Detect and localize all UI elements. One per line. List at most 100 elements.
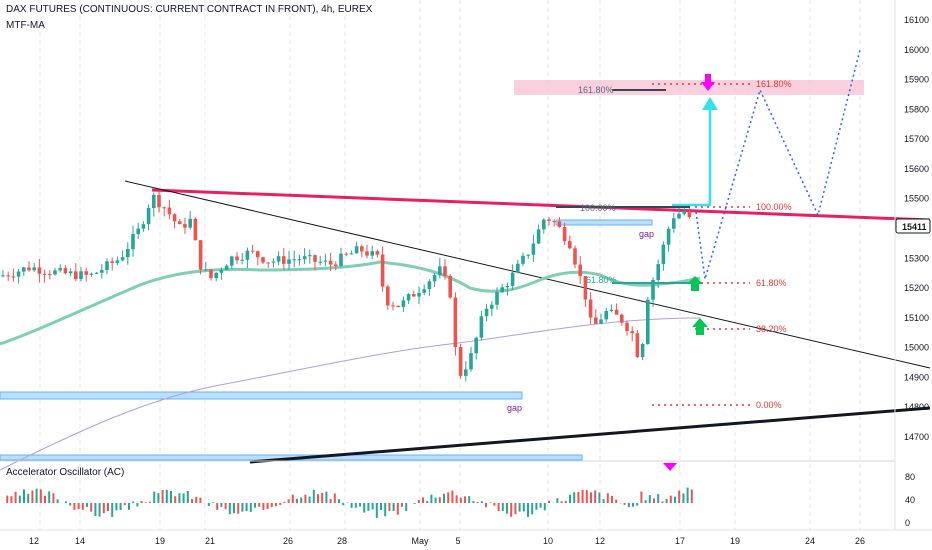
candle-body (526, 254, 530, 256)
osc-bar (300, 497, 303, 503)
gap-box-top (555, 219, 653, 226)
candle-body (630, 331, 634, 334)
time-axis: 12 14 19 21 26 28 May 5 10 12 17 19 24 26 (29, 536, 865, 546)
candle-body (505, 285, 510, 288)
osc-bar (426, 501, 429, 503)
ma-purple-line (0, 317, 701, 471)
candle-body (79, 271, 83, 280)
osc-bar (174, 496, 177, 503)
osc-bar (283, 501, 286, 503)
candle-body (536, 229, 541, 244)
candle-body (178, 221, 182, 225)
osc-bar (35, 488, 38, 503)
osc-bar (564, 500, 567, 503)
gap-box-bottom (0, 391, 523, 400)
candle-body (157, 194, 161, 208)
candle-body (438, 266, 442, 276)
osc-bar (296, 498, 298, 503)
time-tick: 17 (675, 536, 685, 546)
candle-body (318, 261, 322, 263)
osc-bar (640, 491, 643, 503)
osc-bar (27, 493, 30, 503)
osc-bar (422, 497, 424, 503)
candle-body (349, 253, 354, 255)
osc-bar (153, 491, 156, 503)
candle-body (58, 268, 62, 271)
candle-body (458, 347, 463, 376)
candle-body (656, 264, 660, 281)
osc-bar (157, 493, 160, 503)
osc-bar (123, 503, 126, 506)
candle-body (380, 254, 385, 287)
candle-body (417, 292, 421, 297)
candle-body (469, 353, 473, 370)
candle-body (531, 243, 536, 255)
osc-tick: 40 (905, 495, 915, 505)
osc-bar (493, 503, 496, 506)
candle-body (120, 257, 125, 261)
osc-bar (556, 498, 559, 503)
oscillator-bars (2, 487, 693, 518)
price-tick: 15000 (904, 343, 929, 353)
osc-bar (560, 501, 563, 503)
time-tick: 21 (205, 536, 215, 546)
price-axis: 16100 16000 15900 15800 15700 15600 15500 15300… (904, 15, 929, 442)
candle-body (48, 274, 52, 276)
osc-bar (132, 501, 135, 503)
osc-bar (69, 503, 72, 506)
candle-body (105, 261, 109, 271)
osc-bar (518, 503, 521, 512)
osc-bar (186, 491, 189, 503)
candle-body (172, 214, 177, 222)
price-tick: 15300 (904, 253, 929, 263)
price-tick: 15100 (904, 313, 929, 323)
osc-bar (325, 491, 328, 503)
candle-body (27, 267, 31, 271)
osc-bar (405, 503, 408, 512)
osc-bar (531, 503, 534, 515)
fib-label-161: 161.80% (756, 79, 792, 89)
fib-label-100: 100.00% (756, 202, 792, 212)
candle-body (484, 308, 489, 317)
candle-body (110, 261, 114, 263)
candle-body (510, 272, 515, 286)
candle-body (224, 265, 229, 271)
osc-bar (94, 503, 97, 516)
descending-trendline[interactable] (124, 180, 931, 369)
osc-bar (598, 492, 601, 503)
price-tick: 15600 (904, 164, 929, 174)
candle-body (183, 224, 187, 228)
fib-inner-label-100: 100.00% (580, 203, 616, 213)
osc-bar (178, 493, 181, 503)
price-tick: 15900 (904, 75, 929, 85)
time-tick: 24 (805, 536, 815, 546)
osc-bar (430, 494, 433, 503)
osc-bar (606, 493, 609, 503)
osc-bar (396, 503, 399, 515)
osc-bar (686, 487, 689, 503)
osc-bar (527, 503, 529, 517)
osc-bar (535, 503, 538, 510)
osc-bar (472, 501, 475, 503)
fib-inner-label-61: 61.80% (586, 275, 617, 285)
osc-bar (636, 503, 639, 506)
candle-body (552, 220, 556, 222)
projection-path (695, 49, 861, 280)
candle-body (230, 256, 234, 266)
candle-body (126, 249, 130, 258)
osc-bar (128, 503, 130, 510)
osc-bar (627, 503, 630, 508)
candle-body (365, 251, 369, 256)
osc-bar (506, 503, 508, 514)
candle-body (557, 221, 562, 227)
resistance-line[interactable] (151, 188, 931, 222)
support-line[interactable] (249, 406, 931, 464)
candle-body (578, 264, 582, 277)
candle-body (422, 289, 426, 293)
osc-bar (254, 503, 256, 508)
osc-bar (648, 495, 651, 503)
candle-body (261, 257, 265, 263)
osc-bar (31, 490, 34, 503)
current-price-label: 15411 (902, 222, 927, 232)
